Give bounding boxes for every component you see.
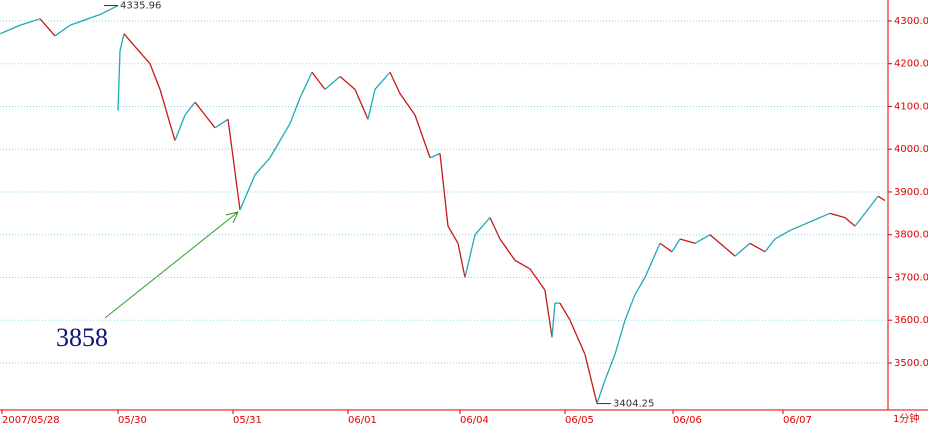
x-tick-label: 06/01 (348, 415, 377, 426)
price-segment (596, 379, 606, 404)
price-segment (19, 18, 41, 26)
price-segment (724, 247, 736, 257)
price-segment (149, 63, 161, 90)
y-tick-label: 3500.00 (894, 358, 928, 369)
min-label: 3404.25 (613, 399, 654, 410)
price-segment (551, 303, 556, 338)
price-segment (0, 24, 21, 35)
price-segment (399, 93, 416, 116)
y-tick-label: 4000.00 (894, 144, 928, 155)
price-segment (324, 76, 341, 90)
y-tick-label: 4300.00 (894, 16, 928, 27)
price-segment (809, 212, 831, 223)
price-segment (854, 212, 866, 227)
x-tick-label: 06/07 (783, 415, 812, 426)
price-segment (54, 24, 71, 37)
price-segment (194, 101, 206, 116)
price-segment (339, 76, 356, 90)
price-segment (604, 354, 616, 381)
price-segment (367, 89, 376, 120)
period-label: 1分钟 (893, 412, 919, 425)
price-segment (559, 302, 571, 321)
price-segment (544, 290, 553, 338)
price-segment (464, 234, 476, 278)
price-segment (499, 238, 516, 261)
price-segment (514, 259, 531, 270)
y-tick-label: 4200.00 (894, 59, 928, 70)
price-segment (671, 238, 681, 253)
price-segment (877, 195, 886, 202)
price-segment (774, 229, 791, 240)
price-segment (679, 238, 696, 244)
price-segment (414, 114, 431, 158)
arrow-head (225, 211, 239, 224)
price-segment (844, 217, 856, 227)
price-segment (614, 320, 626, 355)
x-tick-label: 06/04 (460, 415, 489, 426)
price-segment (204, 114, 216, 129)
price-segment (374, 71, 391, 90)
price-segment (734, 242, 751, 257)
price-segment (569, 319, 586, 355)
price-segment (489, 217, 501, 240)
price-segment (117, 50, 121, 111)
price-segment (134, 46, 151, 65)
max-label: 4335.96 (120, 1, 161, 12)
price-segment (227, 119, 233, 150)
price-segment (214, 118, 229, 129)
price-segment (829, 212, 846, 219)
price-segment (69, 13, 101, 26)
price-segment (764, 238, 776, 253)
price-segment (749, 242, 766, 253)
y-tick-label: 4100.00 (894, 101, 928, 112)
price-segment (159, 89, 176, 141)
price-segment (299, 71, 313, 99)
price-segment (39, 18, 56, 37)
price-segment (439, 153, 449, 227)
price-segment (864, 195, 879, 214)
price-segment (709, 234, 726, 249)
x-tick-label: 05/31 (233, 415, 262, 426)
price-segment (584, 354, 598, 404)
x-tick-label: 2007/05/28 (2, 415, 60, 426)
x-tick-label: 06/06 (673, 415, 702, 426)
price-segment (311, 71, 326, 90)
price-segment (389, 71, 401, 94)
price-segment (644, 243, 661, 278)
price-segment (529, 268, 546, 291)
y-tick-label: 3800.00 (894, 230, 928, 241)
price-segment (174, 114, 186, 141)
x-tick-label: 05/30 (118, 415, 147, 426)
price-segment (289, 97, 301, 124)
price-segment (457, 243, 466, 278)
price-segment (119, 33, 125, 52)
price-segment (634, 277, 646, 295)
annotation: 3858 (56, 323, 108, 352)
price-segment (99, 4, 119, 16)
price-segment (659, 242, 673, 253)
annotation-arrow (104, 211, 239, 319)
price-segment (624, 294, 636, 321)
price-segment (184, 101, 196, 116)
price-segment (123, 33, 136, 48)
price-segment (429, 152, 441, 159)
y-tick-label: 3600.00 (894, 315, 928, 326)
price-segment (354, 89, 369, 120)
price-segment (269, 123, 291, 159)
price-segment (239, 174, 256, 211)
price-segment (231, 149, 241, 211)
y-tick-label: 3700.00 (894, 272, 928, 283)
price-segment (254, 157, 271, 176)
y-tick-label: 3900.00 (894, 187, 928, 198)
price-segment (447, 225, 459, 244)
price-segment (789, 221, 811, 232)
price-segment (694, 234, 711, 244)
price-segment (474, 217, 491, 236)
x-tick-label: 06/05 (565, 415, 594, 426)
